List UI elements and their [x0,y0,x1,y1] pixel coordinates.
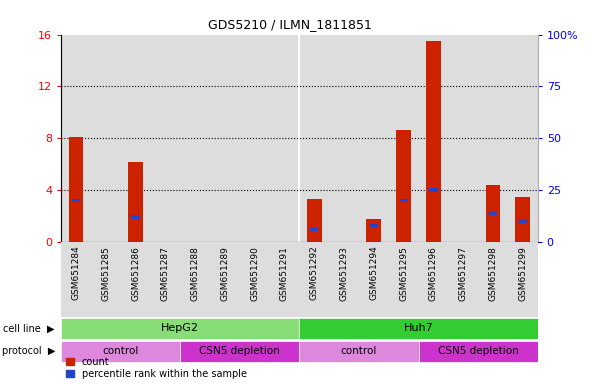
Bar [131,215,140,219]
Text: GSM651292: GSM651292 [310,246,319,300]
Bar [519,219,527,223]
Text: GSM651284: GSM651284 [71,246,81,300]
Bar [299,341,419,362]
Text: GSM651288: GSM651288 [191,246,200,301]
Text: GSM651296: GSM651296 [429,246,438,301]
Bar [307,199,322,242]
Bar [128,162,143,242]
Text: GSM651293: GSM651293 [340,246,348,301]
Text: control: control [341,346,377,356]
Text: GSM651295: GSM651295 [399,246,408,301]
Bar [396,131,411,242]
Legend: count, percentile rank within the sample: count, percentile rank within the sample [66,357,246,379]
Bar [61,341,180,362]
Text: Huh7: Huh7 [404,323,433,333]
Bar [299,318,538,339]
Text: GSM651285: GSM651285 [101,246,110,301]
Text: CSN5 depletion: CSN5 depletion [199,346,280,356]
Bar [515,197,530,242]
Bar [68,137,84,242]
Bar [370,223,378,227]
Bar [310,228,318,231]
Text: GSM651286: GSM651286 [131,246,140,301]
Text: GSM651299: GSM651299 [518,246,527,301]
Text: GSM651297: GSM651297 [459,246,467,301]
Bar [489,211,497,215]
Text: GDS5210 / ILMN_1811851: GDS5210 / ILMN_1811851 [208,18,371,31]
Bar [419,341,538,362]
Text: CSN5 depletion: CSN5 depletion [437,346,519,356]
Text: GSM651289: GSM651289 [221,246,229,301]
Text: GSM651287: GSM651287 [161,246,170,301]
Text: protocol  ▶: protocol ▶ [2,346,55,356]
Bar [430,188,437,192]
Bar [367,218,381,242]
Text: HepG2: HepG2 [161,323,199,333]
Bar [180,341,299,362]
Text: GSM651290: GSM651290 [251,246,259,301]
Text: control: control [103,346,139,356]
Text: GSM651291: GSM651291 [280,246,289,301]
Bar [426,41,441,242]
Text: GSM651294: GSM651294 [370,246,378,300]
Bar [72,199,80,202]
Bar [61,318,299,339]
Bar [486,185,500,242]
Text: cell line  ▶: cell line ▶ [4,323,55,333]
Bar [400,199,408,202]
Text: GSM651298: GSM651298 [489,246,497,301]
